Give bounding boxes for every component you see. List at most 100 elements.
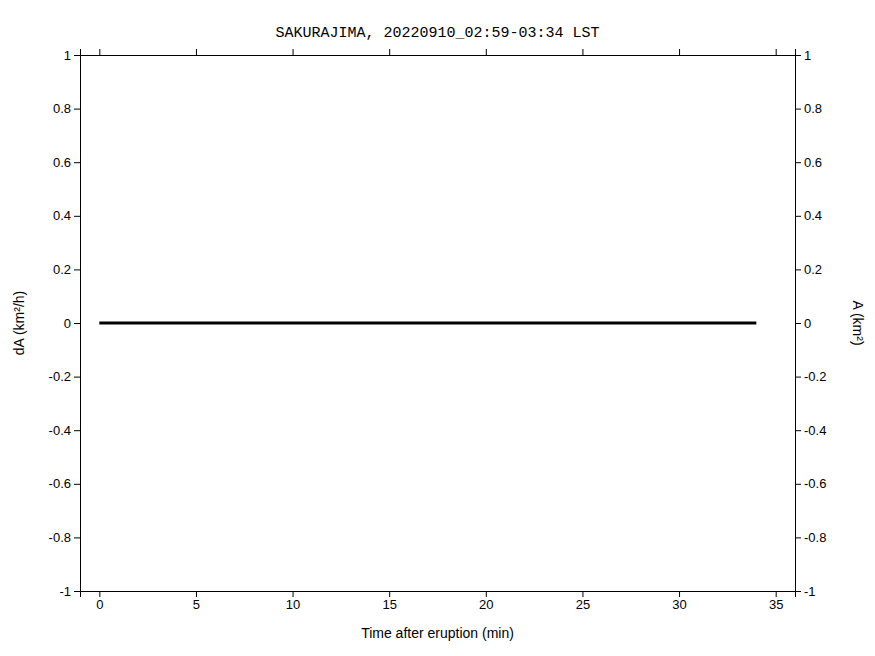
- tick-mark: [74, 55, 80, 56]
- tick-label: -0.6: [49, 476, 71, 491]
- tick-label: 0.2: [804, 262, 822, 277]
- tick-mark: [389, 49, 390, 55]
- tick-mark: [795, 377, 801, 378]
- tick: 10: [286, 591, 300, 612]
- tick-mark: [795, 430, 801, 431]
- tick: 0: [64, 316, 80, 331]
- x-axis: 0 5 10 15 20 25 30 35: [81, 591, 796, 612]
- tick-label: -0.8: [49, 530, 71, 545]
- tick-mark: [74, 591, 80, 592]
- chart-container: 05101520253035-1-0.8-0.6-0.4-0.200.20.40…: [0, 0, 875, 656]
- tick-label: 20: [479, 597, 493, 612]
- tick-label: 5: [193, 597, 200, 612]
- line: [99, 322, 756, 325]
- tick: [99, 49, 100, 55]
- tick-label: 0: [96, 597, 103, 612]
- tick-mark: [74, 216, 80, 217]
- tick-mark: [196, 591, 197, 597]
- tick-mark: [74, 323, 80, 324]
- tick-mark: [196, 49, 197, 55]
- tick-label: 35: [769, 597, 783, 612]
- tick-label: -1: [804, 584, 816, 599]
- x-axis-top: [81, 49, 796, 56]
- axis-line: [796, 56, 802, 592]
- tick-label: 10: [286, 597, 300, 612]
- tick: [196, 49, 197, 55]
- tick: 30: [672, 591, 686, 612]
- tick-mark: [486, 591, 487, 597]
- tick: -0.4: [49, 423, 80, 438]
- tick: -0.2: [795, 369, 826, 384]
- tick-mark: [795, 216, 801, 217]
- tick-mark: [776, 49, 777, 55]
- tick-label: 0.6: [804, 155, 822, 170]
- tick-mark: [582, 591, 583, 597]
- tick: 0.4: [795, 208, 822, 223]
- y2-axis: -1 -0.8 -0.6 -0.4 -0.2 0 0.2 0.4 0.6 0.8 1: [795, 48, 826, 599]
- tick-label: -0.4: [804, 423, 826, 438]
- tick-mark: [795, 162, 801, 163]
- tick: 0.8: [53, 101, 80, 116]
- tick-mark: [99, 49, 100, 55]
- tick-label: 0: [64, 316, 71, 331]
- tick: 1: [64, 48, 80, 63]
- tick-mark: [293, 591, 294, 597]
- tick: -1: [59, 584, 80, 599]
- tick: [389, 49, 390, 55]
- x-axis-title: Time after eruption (min): [361, 625, 514, 641]
- tick-label: -0.2: [804, 369, 826, 384]
- tick-mark: [795, 109, 801, 110]
- tick: -0.4: [795, 423, 826, 438]
- axis-line: [81, 49, 796, 56]
- tick-mark: [74, 377, 80, 378]
- tick: 15: [382, 591, 396, 612]
- tick-label: 0: [804, 316, 811, 331]
- tick: [293, 49, 294, 55]
- tick: 0.8: [795, 101, 822, 116]
- tick-label: 0.4: [804, 208, 822, 223]
- axis-line: [74, 56, 81, 592]
- tick: -0.6: [49, 476, 80, 491]
- tick-mark: [74, 484, 80, 485]
- plot: 05101520253035-1-0.8-0.6-0.4-0.200.20.40…: [49, 48, 827, 613]
- tick: [679, 49, 680, 55]
- tick-mark: [582, 49, 583, 55]
- tick-mark: [74, 537, 80, 538]
- tick: 0: [795, 316, 811, 331]
- marks: [99, 323, 756, 324]
- tick-mark: [679, 49, 680, 55]
- axis-line: [81, 592, 796, 598]
- tick: -0.2: [49, 369, 80, 384]
- tick: 0.6: [795, 155, 822, 170]
- tick-mark: [795, 269, 801, 270]
- tick-label: 30: [672, 597, 686, 612]
- tick-label: 0.8: [53, 101, 71, 116]
- title: SAKURAJIMA, 20220910_02:59-03:34 LST: [275, 25, 599, 42]
- tick: 20: [479, 591, 493, 612]
- tick: 5: [193, 591, 200, 612]
- tick-label: 25: [576, 597, 590, 612]
- tick-mark: [74, 269, 80, 270]
- tick-label: 0.8: [804, 101, 822, 116]
- tick-mark: [795, 537, 801, 538]
- tick-label: 15: [382, 597, 396, 612]
- y-axis: -1-0.8-0.6-0.4-0.200.20.40.60.81: [49, 48, 81, 599]
- tick-label: -0.8: [804, 530, 826, 545]
- tick: -0.6: [795, 476, 826, 491]
- tick: [776, 49, 777, 55]
- tick: -0.8: [795, 530, 826, 545]
- tick: 0.2: [795, 262, 822, 277]
- chart: 05101520253035-1-0.8-0.6-0.4-0.200.20.40…: [0, 0, 875, 656]
- tick-label: -0.4: [49, 423, 71, 438]
- tick: 0: [96, 591, 103, 612]
- tick-mark: [486, 49, 487, 55]
- tick-label: 0.2: [53, 262, 71, 277]
- tick-mark: [74, 162, 80, 163]
- tick: 1: [795, 48, 811, 63]
- tick: 35: [769, 591, 783, 612]
- tick-mark: [74, 109, 80, 110]
- tick-mark: [74, 430, 80, 431]
- y-axis-title: dA (km²/h): [11, 291, 27, 356]
- tick-label: 0.6: [53, 155, 71, 170]
- tick: 0.2: [53, 262, 80, 277]
